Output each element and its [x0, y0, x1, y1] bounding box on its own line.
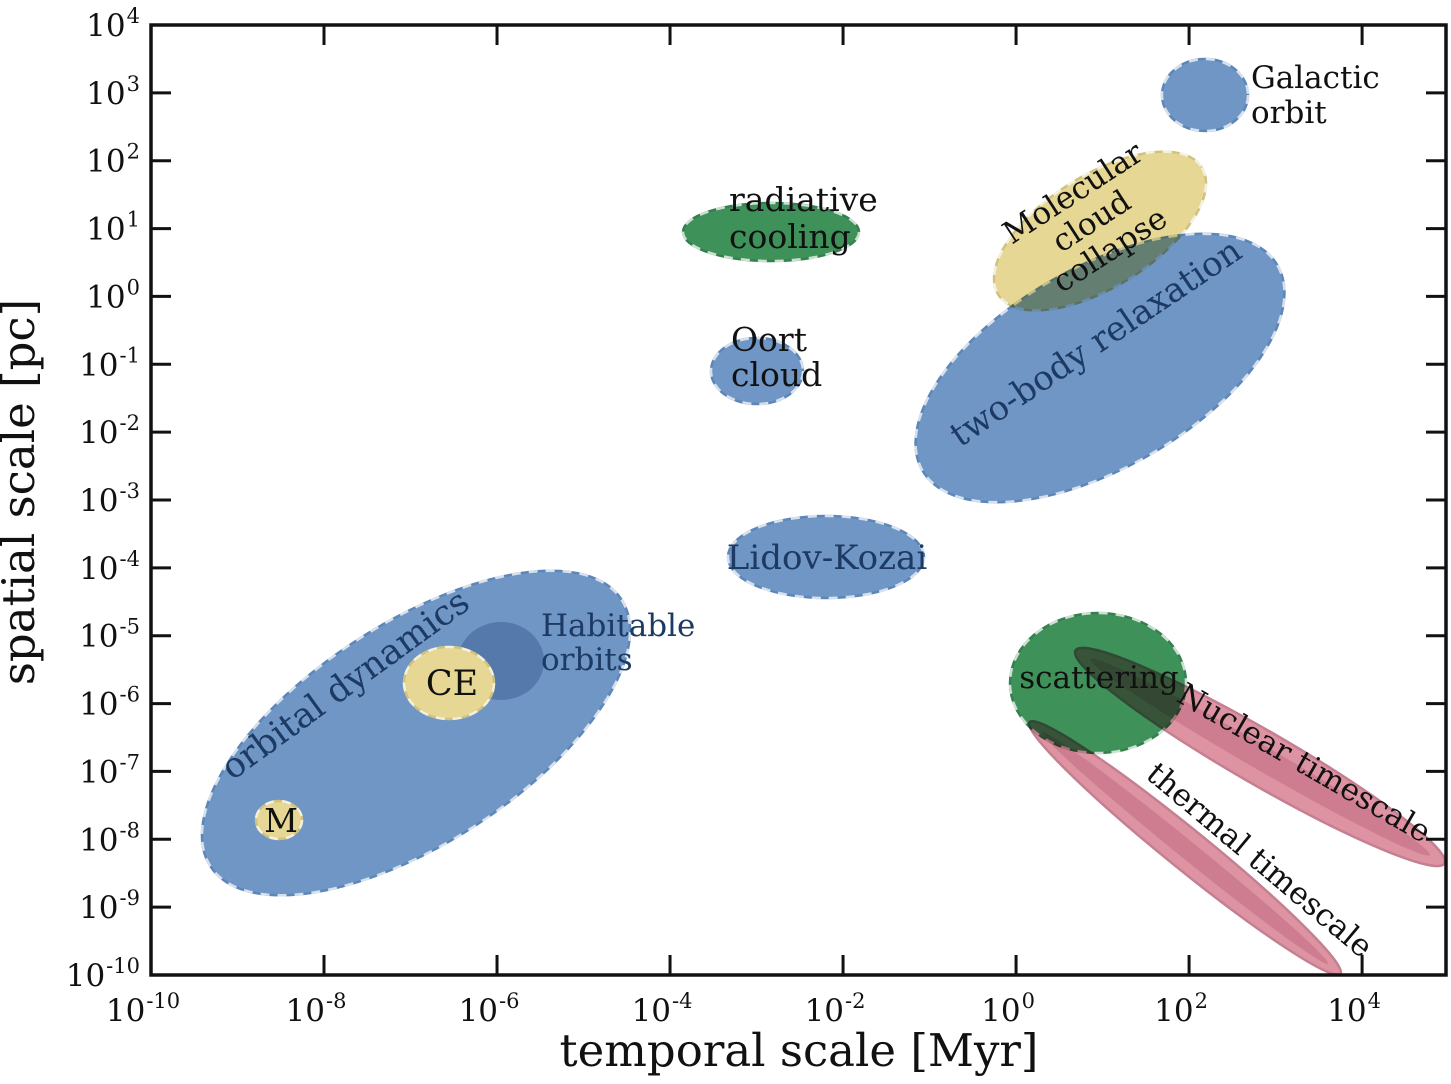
x-tick-label: 10-8 [286, 989, 347, 1029]
radiative-cooling-region [681, 201, 861, 263]
habitable-orbits-label: Habitable orbits [541, 608, 695, 678]
x-axis-title: temporal scale [Myr] [560, 1024, 1039, 1077]
axes-layer: 10-10 10-8 10-6 10-4 10-2 100 102 104 104 103 102 1… [66, 4, 1448, 1029]
y-tick-label: 10-9 [79, 886, 140, 926]
y-tick-label: 102 [86, 140, 140, 180]
scattering-label: scattering [1019, 660, 1179, 696]
y-tick-label: 10-3 [79, 479, 140, 519]
radiative-cooling-label: radiative cooling [729, 180, 878, 256]
y-tick-label: 101 [86, 208, 140, 248]
plot-border [149, 23, 1448, 977]
oort-cloud-label: Oort cloud [731, 320, 822, 394]
y-tick-label: 100 [86, 275, 140, 315]
x-tick-label: 10-2 [805, 989, 866, 1029]
regions-layer [200, 57, 1447, 977]
y-tick-label: 10-1 [79, 343, 140, 383]
galactic-orbit-region [1160, 57, 1250, 133]
scattering-region [1008, 611, 1188, 755]
y-tick-label: 10-10 [66, 954, 140, 994]
m-region-label: M [264, 801, 298, 840]
m-region-sketch-edge [254, 799, 304, 841]
lidov-kozai-sketch-edge [726, 514, 926, 600]
ce-common-envelope-label: CE [426, 664, 478, 704]
galactic-orbit-label: Galactic orbit [1251, 60, 1380, 131]
scattering-sketch-edge [1008, 611, 1188, 755]
x-tick-label: 102 [1154, 989, 1208, 1029]
x-tick-label: 104 [1327, 989, 1381, 1029]
oort-cloud-sketch-edge [709, 336, 805, 406]
y-tick-label: 103 [86, 72, 140, 112]
thermal-timescale-core [1041, 731, 1329, 965]
lidov-kozai-label: Lidov-Kozai [727, 538, 928, 578]
lidov-kozai-region [726, 514, 926, 600]
y-tick-label: 10-8 [79, 818, 140, 858]
ce-common-envelope-sketch-edge [402, 645, 496, 721]
y-tick-label: 10-6 [79, 683, 140, 723]
oort-cloud-region [709, 336, 805, 406]
orbital-dynamics-region [200, 569, 632, 897]
galactic-orbit-sketch-edge [1160, 57, 1250, 133]
y-axis-title: spatial scale [pc] [0, 299, 45, 685]
radiative-cooling-sketch-edge [681, 201, 861, 263]
y-tick-label: 10-4 [79, 547, 140, 587]
y-tick-label: 10-5 [79, 615, 140, 655]
x-tick-label: 100 [981, 989, 1035, 1029]
orbital-dynamics-blob [200, 569, 632, 897]
molecular-cloud-collapse-region [992, 150, 1208, 312]
x-tick-label: 10-6 [459, 989, 520, 1029]
ce-common-envelope-region [402, 645, 496, 721]
y-tick-label: 10-2 [79, 411, 140, 451]
m-region-region [254, 799, 304, 841]
x-tick-label: 10-10 [106, 989, 180, 1029]
x-tick-label: 10-4 [632, 989, 693, 1029]
y-tick-label: 104 [86, 4, 140, 44]
y-tick-label: 10-7 [79, 750, 140, 790]
